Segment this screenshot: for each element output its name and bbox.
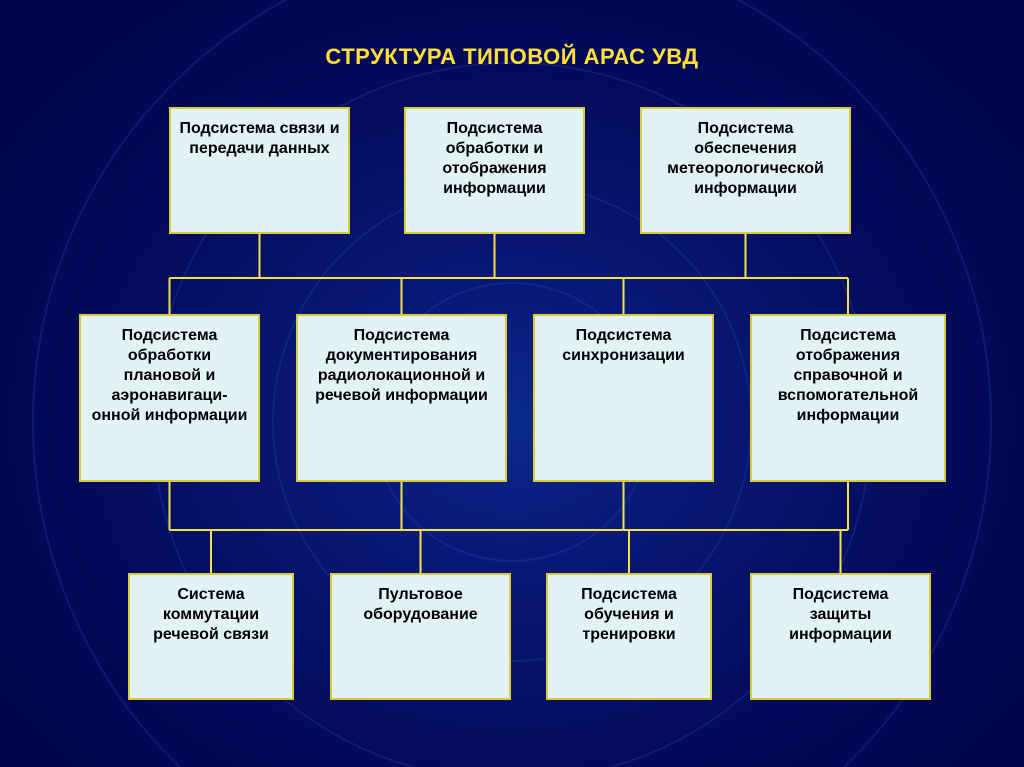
node-label: Подсистема защиты информации bbox=[760, 585, 921, 645]
node-label: Подсистема связи и передачи данных bbox=[179, 119, 340, 159]
node-r3c2: Пультовое оборудование bbox=[330, 573, 511, 700]
node-r2c2: Подсистема документирования радиолокацио… bbox=[296, 314, 507, 482]
node-r2c1: Подсистема обработки плановой и аэронави… bbox=[79, 314, 260, 482]
node-r2c4: Подсистема отображения справочной и вспо… bbox=[750, 314, 946, 482]
node-label: Подсистема отображения справочной и вспо… bbox=[760, 326, 936, 426]
node-label: Подсистема синхронизации bbox=[543, 326, 704, 366]
node-r1c2: Подсистема обработки и отображения инфор… bbox=[404, 107, 585, 234]
node-label: Подсистема документирования радиолокацио… bbox=[306, 326, 497, 406]
node-label: Подсистема обработки и отображения инфор… bbox=[414, 119, 575, 199]
page-title: СТРУКТУРА ТИПОВОЙ АРАС УВД bbox=[0, 44, 1024, 70]
node-r3c3: Подсистема обучения и тренировки bbox=[546, 573, 712, 700]
node-label: Подсистема обеспечения метеорологической… bbox=[650, 119, 841, 199]
node-r3c4: Подсистема защиты информации bbox=[750, 573, 931, 700]
node-label: Подсистема обучения и тренировки bbox=[556, 585, 702, 645]
node-r1c1: Подсистема связи и передачи данных bbox=[169, 107, 350, 234]
node-label: Система коммутации речевой связи bbox=[138, 585, 284, 645]
node-r1c3: Подсистема обеспечения метеорологической… bbox=[640, 107, 851, 234]
node-label: Пультовое оборудование bbox=[340, 585, 501, 625]
node-label: Подсистема обработки плановой и аэронави… bbox=[89, 326, 250, 426]
node-r3c1: Система коммутации речевой связи bbox=[128, 573, 294, 700]
node-r2c3: Подсистема синхронизации bbox=[533, 314, 714, 482]
